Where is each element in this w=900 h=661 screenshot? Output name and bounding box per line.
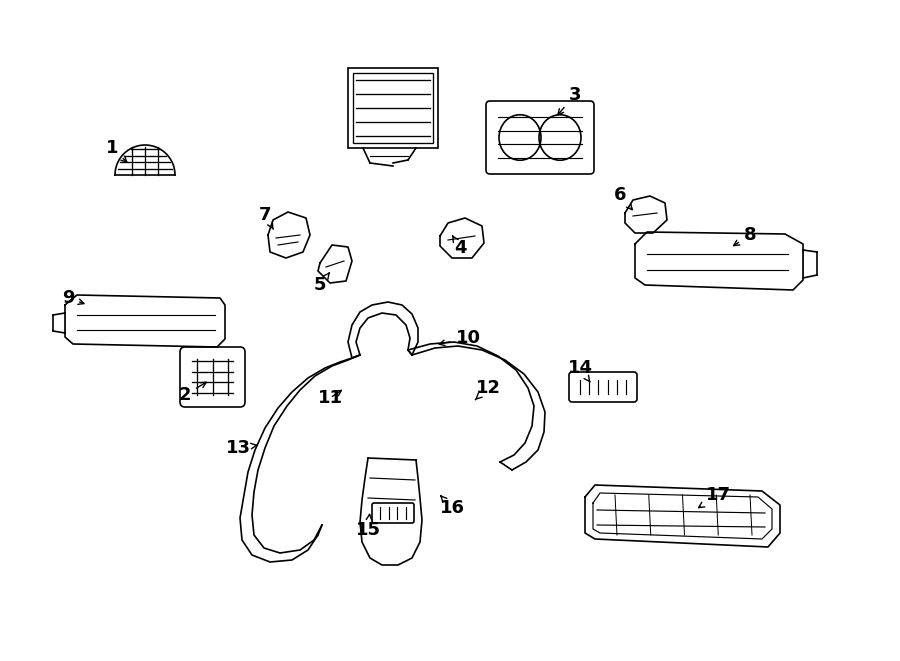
Text: 10: 10 [439, 329, 481, 347]
Text: 14: 14 [568, 359, 592, 382]
Text: 16: 16 [439, 496, 464, 517]
Text: 1: 1 [106, 139, 127, 162]
Text: 7: 7 [259, 206, 274, 229]
Text: 13: 13 [226, 439, 256, 457]
Text: 6: 6 [614, 186, 632, 210]
Bar [348, 68, 438, 148]
Text: 4: 4 [453, 236, 466, 257]
Text: 12: 12 [475, 379, 500, 400]
Text: 2: 2 [179, 382, 206, 404]
Text: 11: 11 [318, 389, 343, 407]
Text: 3: 3 [558, 86, 581, 115]
Text: 17: 17 [698, 486, 731, 508]
Bar [353, 73, 433, 143]
Text: 15: 15 [356, 514, 381, 539]
Text: 5: 5 [314, 273, 329, 294]
Text: 9: 9 [62, 289, 84, 307]
Text: 8: 8 [734, 226, 756, 246]
